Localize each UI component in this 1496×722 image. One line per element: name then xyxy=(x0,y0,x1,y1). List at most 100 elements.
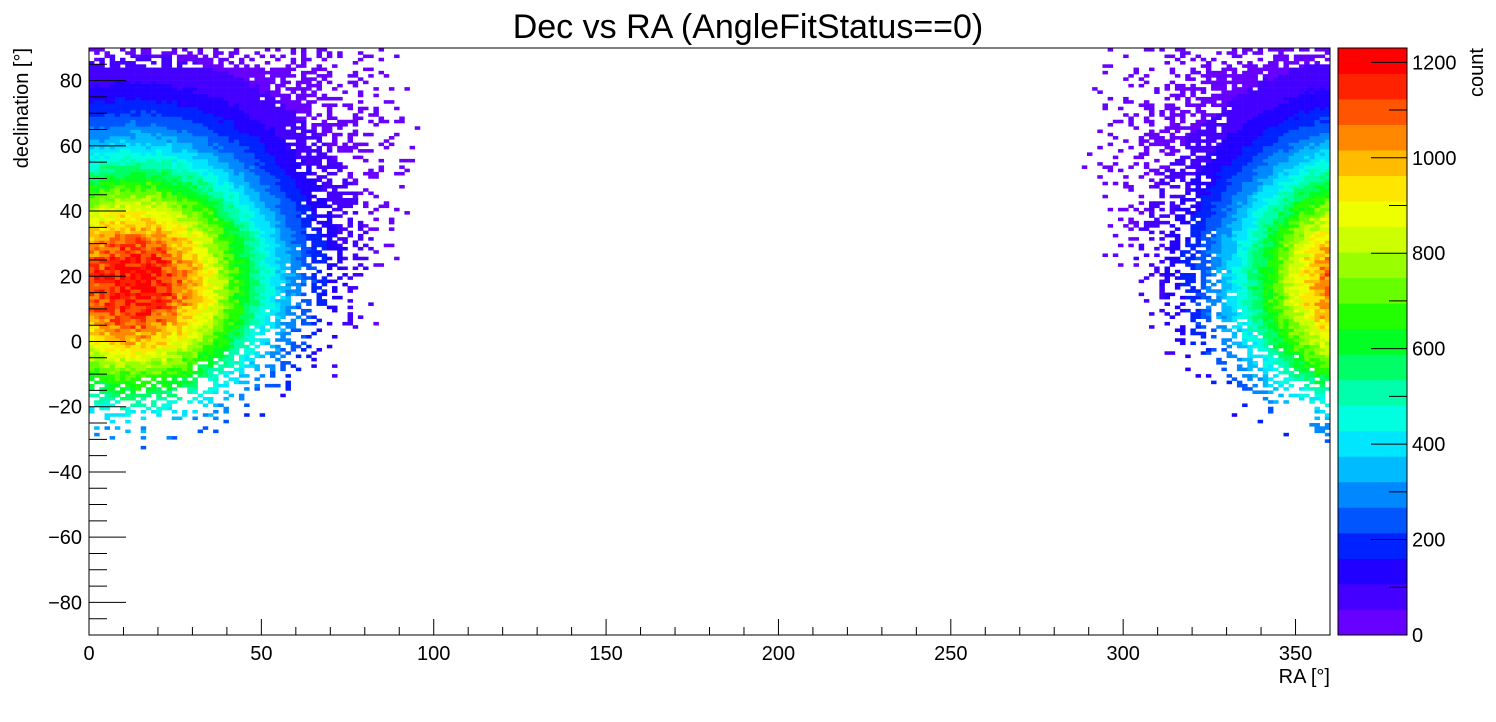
heatmap-cell xyxy=(94,243,100,248)
heatmap-cell xyxy=(259,240,266,244)
heatmap-cell xyxy=(114,155,121,160)
heatmap-cell xyxy=(156,184,162,189)
heatmap-cell xyxy=(202,87,209,91)
heatmap-cell xyxy=(254,152,260,156)
heatmap-cell xyxy=(233,377,240,381)
heatmap-cell xyxy=(182,282,188,287)
heatmap-cell xyxy=(161,227,167,231)
heatmap-cell xyxy=(145,357,152,362)
heatmap-cell xyxy=(383,145,390,150)
heatmap-cell xyxy=(280,211,286,215)
heatmap-cell xyxy=(182,132,188,137)
heatmap-cell xyxy=(145,374,152,378)
heatmap-cell xyxy=(182,338,188,342)
heatmap-cell xyxy=(285,96,291,101)
heatmap-cell xyxy=(1149,113,1155,117)
heatmap-cell xyxy=(104,276,110,280)
heatmap-cell xyxy=(280,139,286,143)
heatmap-cell xyxy=(352,80,359,85)
heatmap-cell xyxy=(151,357,157,362)
heatmap-cell xyxy=(316,295,322,300)
heatmap-cell xyxy=(285,191,291,196)
heatmap-cell xyxy=(1128,184,1134,189)
heatmap-cell xyxy=(109,64,116,68)
heatmap-cell xyxy=(176,96,183,101)
heatmap-cell xyxy=(161,390,167,394)
heatmap-cell xyxy=(176,80,183,85)
heatmap-cell xyxy=(140,302,147,306)
heatmap-cell xyxy=(223,145,229,150)
heatmap-cell xyxy=(171,67,178,72)
heatmap-cell xyxy=(290,214,297,218)
heatmap-cell xyxy=(249,253,255,258)
heatmap-cell xyxy=(259,168,266,173)
heatmap-cell xyxy=(109,178,116,182)
heatmap-cell xyxy=(218,315,224,319)
heatmap-cell xyxy=(347,217,354,222)
heatmap-cell xyxy=(202,211,209,215)
heatmap-cell xyxy=(182,139,188,143)
heatmap-cell xyxy=(223,299,229,303)
heatmap-cell xyxy=(244,194,250,199)
heatmap-cell xyxy=(135,282,142,287)
heatmap-cell xyxy=(1180,220,1186,225)
heatmap-cell xyxy=(275,289,281,293)
heatmap-cell xyxy=(99,325,105,329)
heatmap-cell xyxy=(223,243,229,248)
heatmap-cell xyxy=(295,198,302,202)
heatmap-cell xyxy=(94,237,100,241)
heatmap-cell xyxy=(151,142,157,147)
heatmap-cell xyxy=(275,184,281,189)
heatmap-cell xyxy=(218,149,224,153)
heatmap-cell xyxy=(182,230,188,235)
heatmap-cell xyxy=(1174,74,1181,78)
heatmap-cell xyxy=(161,338,167,342)
heatmap-cell xyxy=(301,256,307,261)
heatmap-cell xyxy=(114,338,121,342)
heatmap-cell xyxy=(238,165,245,169)
heatmap-cell xyxy=(192,194,198,199)
heatmap-cell xyxy=(120,357,126,362)
heatmap-cell xyxy=(311,279,317,284)
heatmap-cell xyxy=(182,165,188,169)
heatmap-cell xyxy=(161,256,167,261)
heatmap-cell xyxy=(151,409,157,414)
heatmap-cell xyxy=(156,83,162,88)
heatmap-cell xyxy=(161,279,167,284)
heatmap-cell xyxy=(135,109,142,114)
heatmap-cell xyxy=(254,207,260,212)
heatmap-cell xyxy=(213,191,219,196)
heatmap-cell xyxy=(244,364,250,368)
heatmap-cell xyxy=(311,321,317,326)
heatmap-cell xyxy=(89,106,95,111)
heatmap-cell xyxy=(125,67,131,72)
heatmap-cell xyxy=(171,126,178,130)
heatmap-cell xyxy=(166,387,173,391)
heatmap-cell xyxy=(171,198,178,202)
heatmap-cell xyxy=(223,380,229,385)
heatmap-cell xyxy=(130,321,136,326)
heatmap-cell xyxy=(140,54,147,59)
heatmap-cell xyxy=(120,282,126,287)
heatmap-cell xyxy=(176,142,183,147)
heatmap-cell xyxy=(89,269,95,274)
heatmap-cell xyxy=(145,100,152,104)
heatmap-cell xyxy=(244,299,250,303)
heatmap-cell xyxy=(347,74,354,78)
heatmap-cell xyxy=(238,276,245,280)
heatmap-cell xyxy=(109,328,116,333)
heatmap-cell xyxy=(254,171,260,176)
heatmap-cell xyxy=(332,132,338,137)
heatmap-cell xyxy=(99,175,105,179)
heatmap-cell xyxy=(213,321,219,326)
heatmap-cell xyxy=(187,70,193,75)
heatmap-cell xyxy=(197,374,204,378)
heatmap-cell xyxy=(1174,57,1181,62)
heatmap-cell xyxy=(1169,80,1176,85)
heatmap-cell xyxy=(321,165,328,169)
heatmap-cell xyxy=(140,370,147,375)
heatmap-cell xyxy=(94,282,100,287)
heatmap-cell xyxy=(254,204,260,209)
heatmap-cell xyxy=(109,142,116,147)
heatmap-cell xyxy=(238,139,245,143)
